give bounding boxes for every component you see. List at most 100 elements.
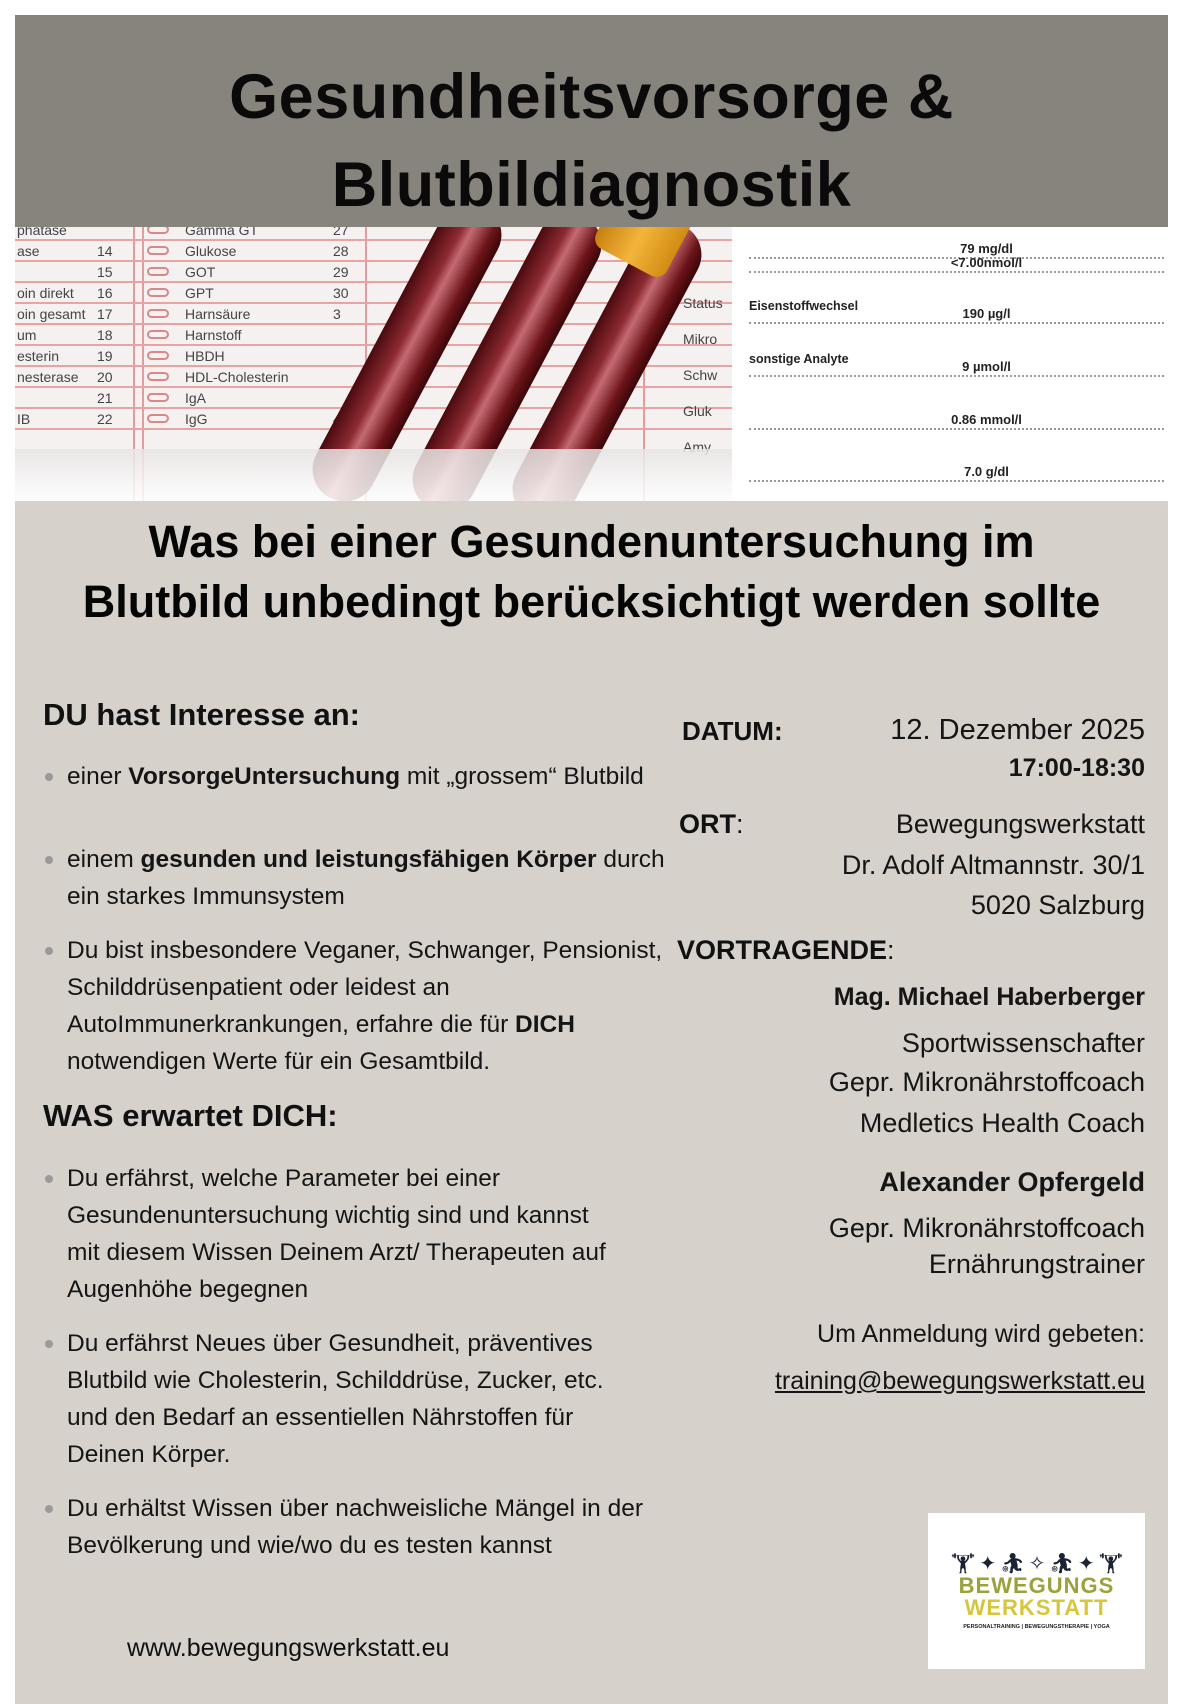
sheet-cell: esterin: [17, 348, 60, 364]
sheet-cell: oin gesamt: [17, 306, 86, 322]
expect-item: Du erfährst Neues über Gesundheit, präve…: [45, 1325, 627, 1473]
checkbox-icon: [147, 330, 169, 339]
sheet-cell: Gluk: [683, 403, 712, 419]
sheet-cell: 3: [333, 306, 341, 322]
text: einem: [67, 846, 141, 873]
speakers-label-text: VORTRAGENDE: [677, 935, 888, 965]
event-time: 17:00-18:30: [1008, 754, 1145, 782]
checkbox-icon: [147, 309, 169, 318]
checkbox-icon: [147, 351, 169, 360]
sheet-cell: 30: [333, 285, 349, 301]
lab-value-line: 0.86 mmol/l: [749, 412, 1164, 430]
sheet-cell: IgA: [185, 390, 207, 406]
sheet-cell: Mikro: [683, 331, 718, 347]
bold-text: VorsorgeUntersuchung: [128, 763, 401, 790]
interest-item: Du bist insbesondere Veganer, Schwanger,…: [45, 932, 667, 1080]
sheet-column-line: [142, 227, 144, 501]
checkbox-icon: [147, 246, 169, 255]
sheet-cell: 21: [97, 390, 113, 406]
bold-text: DICH: [515, 1011, 575, 1038]
lab-section-label: sonstige Analyte: [749, 352, 849, 366]
page-title: Gesundheitsvorsorge & Blutbildiagnostik: [15, 15, 1168, 229]
text: durch ein starkes Immunsystem: [67, 846, 665, 910]
sheet-cell: 22: [97, 411, 113, 427]
text: einer: [67, 763, 129, 790]
text: mit „grossem“ Blutbild: [400, 763, 644, 790]
sheet-cell: Harnsäure: [185, 306, 251, 322]
sheet-row: 15 GOT 29: [15, 261, 732, 283]
content-area: [15, 501, 1168, 1704]
bold-text: gesunden und leistungsfähigen Körper: [140, 846, 597, 873]
event-date: 12. Dezember 2025: [890, 714, 1145, 746]
lab-value-line: 190 µg/l: [749, 306, 1164, 324]
email-link[interactable]: training@bewegungswerkstatt.eu: [774, 1367, 1145, 1395]
checkbox-icon: [147, 393, 169, 402]
lab-value: 79 mg/dl: [960, 241, 1013, 256]
checkbox-icon: [147, 414, 169, 423]
sheet-cell: 28: [333, 243, 349, 259]
interest-item: einer VorsorgeUntersuchung mit „grossem“…: [45, 758, 667, 795]
logo-tagline: PERSONALTRAINING | BEWEGUNGSTHERAPIE | Y…: [963, 1624, 1110, 1630]
interest-item: einem gesunden und leistungsfähigen Körp…: [45, 841, 667, 915]
sheet-cell: 15: [97, 264, 113, 280]
sheet-cell: Status: [683, 295, 723, 311]
expect-item: Du erhältst Wissen über nachweisliche Mä…: [45, 1490, 657, 1564]
sheet-cell: 29: [333, 264, 349, 280]
sheet-cell: 14: [97, 243, 113, 259]
colon: :: [887, 935, 895, 965]
sheet-cell: Harnstoff: [185, 327, 242, 343]
expect-heading: WAS erwartet DICH:: [43, 1098, 338, 1133]
sheet-cell: HBDH: [185, 348, 225, 364]
lab-value: 190 µg/l: [962, 306, 1011, 321]
sheet-cell: oin direkt: [17, 285, 74, 301]
subtitle-line-2: Blutbild unbedingt berücksichtigt werden…: [82, 576, 1101, 627]
sheet-cell: 18: [97, 327, 113, 343]
sheet-cell: IgG: [185, 411, 208, 427]
header-banner: Gesundheitsvorsorge & Blutbildiagnostik: [15, 15, 1168, 227]
lab-section-label: Eisenstoffwechsel: [749, 299, 859, 313]
registration-note: Um Anmeldung wird gebeten:: [817, 1320, 1145, 1348]
lab-sheet-image: phatase Gamma GT 27 ase 14 Glukose 28 15 GOT 29 oi…: [15, 227, 732, 501]
sheet-cell: ase: [17, 243, 40, 259]
website-link[interactable]: www.bewegungswerkstatt.eu: [127, 1634, 450, 1662]
sheet-cell: IB: [17, 411, 31, 427]
sheet-cell: GOT: [185, 264, 216, 280]
checkbox-icon: [147, 372, 169, 381]
lab-value: 9 µmol/l: [962, 359, 1011, 374]
sheet-cell: 20: [97, 369, 113, 385]
lab-values-image: 79 mg/dl <7.00nmol/l 190 µg/l 9 µmol/l 0.86 …: [747, 227, 1168, 501]
checkbox-icon: [147, 227, 169, 234]
place-city: 5020 Salzburg: [970, 890, 1145, 920]
lab-value: 7.0 g/dl: [964, 464, 1009, 479]
lab-value: <7.00nmol/l: [950, 255, 1023, 270]
sheet-row: oin direkt 16 GPT 30: [15, 282, 732, 304]
expect-item: Du erfährst, welche Parameter bei einer …: [45, 1160, 607, 1308]
place-name: Bewegungswerkstatt: [895, 809, 1145, 839]
lab-value-line: <7.00nmol/l: [749, 255, 1164, 273]
exercise-figures-icon: 🏋︎ ✦ ⛹︎ ✧ ⛹︎ ✦ 🏋︎: [950, 1553, 1123, 1575]
sheet-row: oin gesamt 17 Harnsäure 3: [15, 303, 732, 325]
interest-heading: DU hast Interesse an:: [43, 697, 360, 732]
sheet-cell: 17: [97, 306, 113, 322]
blood-test-photo: phatase Gamma GT 27 ase 14 Glukose 28 15 GOT 29 oi…: [15, 227, 1168, 501]
text: Du bist insbesondere Veganer, Schwanger,…: [67, 937, 663, 1038]
sheet-row: phatase Gamma GT 27: [15, 227, 732, 241]
speaker-2-role: Gepr. Mikronährstoffcoach: [828, 1213, 1145, 1243]
date-label: DATUM:: [682, 716, 783, 746]
subtitle: Was bei einer Gesundenuntersuchung im Blu…: [15, 512, 1168, 632]
reflection: [15, 449, 732, 501]
sheet-cell: 19: [97, 348, 113, 364]
sheet-cell: phatase: [17, 227, 67, 238]
sheet-cell: nesterase: [17, 369, 79, 385]
place-label: ORT:: [679, 809, 744, 840]
sheet-cell: 27: [333, 227, 349, 238]
sheet-cell: um: [17, 327, 37, 343]
speaker-1-role: Medletics Health Coach: [859, 1108, 1145, 1138]
checkbox-icon: [147, 267, 169, 276]
sheet-column-line: [133, 227, 135, 501]
speaker-2-role: Ernährungstrainer: [928, 1249, 1145, 1279]
sheet-cell: 16: [97, 285, 113, 301]
text: notwendigen Werte für ein Gesamtbild.: [67, 1048, 491, 1075]
subtitle-line-1: Was bei einer Gesundenuntersuchung im: [148, 516, 1035, 567]
checkbox-icon: [147, 288, 169, 297]
